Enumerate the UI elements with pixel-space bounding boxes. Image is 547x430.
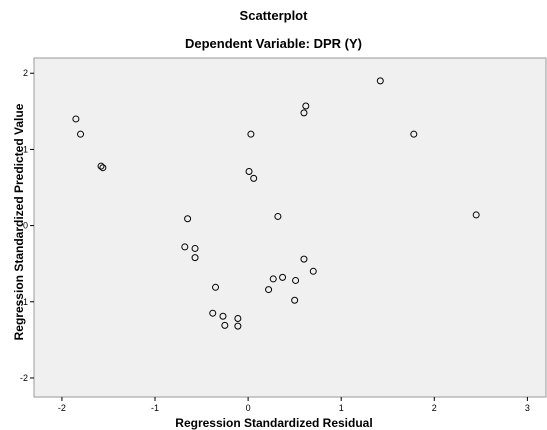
x-tick-label: -1 [151,403,159,413]
x-axis: -2 -1 0 1 2 3 [58,397,530,413]
scatter-point [77,130,85,138]
scatter-point [181,243,189,251]
y-axis-label: Regression Standardized Predicted Value [12,103,26,340]
scatter-point [212,283,220,291]
x-tick-label: 2 [432,403,437,413]
scatter-point [234,315,242,323]
scatter-point [302,102,310,110]
scatter-point [292,276,300,284]
scatter-point [291,296,299,304]
y-tick-label: 2 [23,68,28,78]
scatter-point [97,162,105,170]
scatter-point [250,174,258,182]
scatter-point [184,215,192,223]
y-tick-label: -2 [20,373,28,383]
scatter-point [279,273,287,281]
scatter-point [191,254,199,262]
scatter-point [234,322,242,330]
x-tick-label: 0 [246,403,251,413]
chart-title: Scatterplot [239,8,308,23]
chart-subtitle: Dependent Variable: DPR (Y) [185,36,362,51]
scatter-point [99,164,107,172]
data-points [72,77,480,330]
scatter-point [300,255,308,263]
scatter-point [265,286,273,294]
scatter-point [410,130,418,138]
x-tick-label: -2 [58,403,66,413]
scatter-point [309,267,317,275]
y-tick-label: -1 [20,297,28,307]
y-tick-label: 0 [23,221,28,231]
x-tick-label: 3 [525,403,530,413]
x-tick-label: 1 [339,403,344,413]
scatter-point [221,321,229,329]
scatter-point [191,244,199,252]
scatter-point [274,212,282,220]
scatter-point [247,130,255,138]
scatter-point [219,312,227,320]
scatter-point [376,77,384,85]
scatter-point [300,109,308,117]
scatter-point [72,115,80,123]
scatter-point [269,275,277,283]
scatter-point [209,309,217,317]
x-axis-label: Regression Standardized Residual [175,416,372,430]
y-axis: -2 -1 0 1 2 [20,68,34,383]
scatter-point [245,168,253,176]
scatter-point [472,211,480,219]
y-tick-label: 1 [23,144,28,154]
plot-area [33,57,547,398]
